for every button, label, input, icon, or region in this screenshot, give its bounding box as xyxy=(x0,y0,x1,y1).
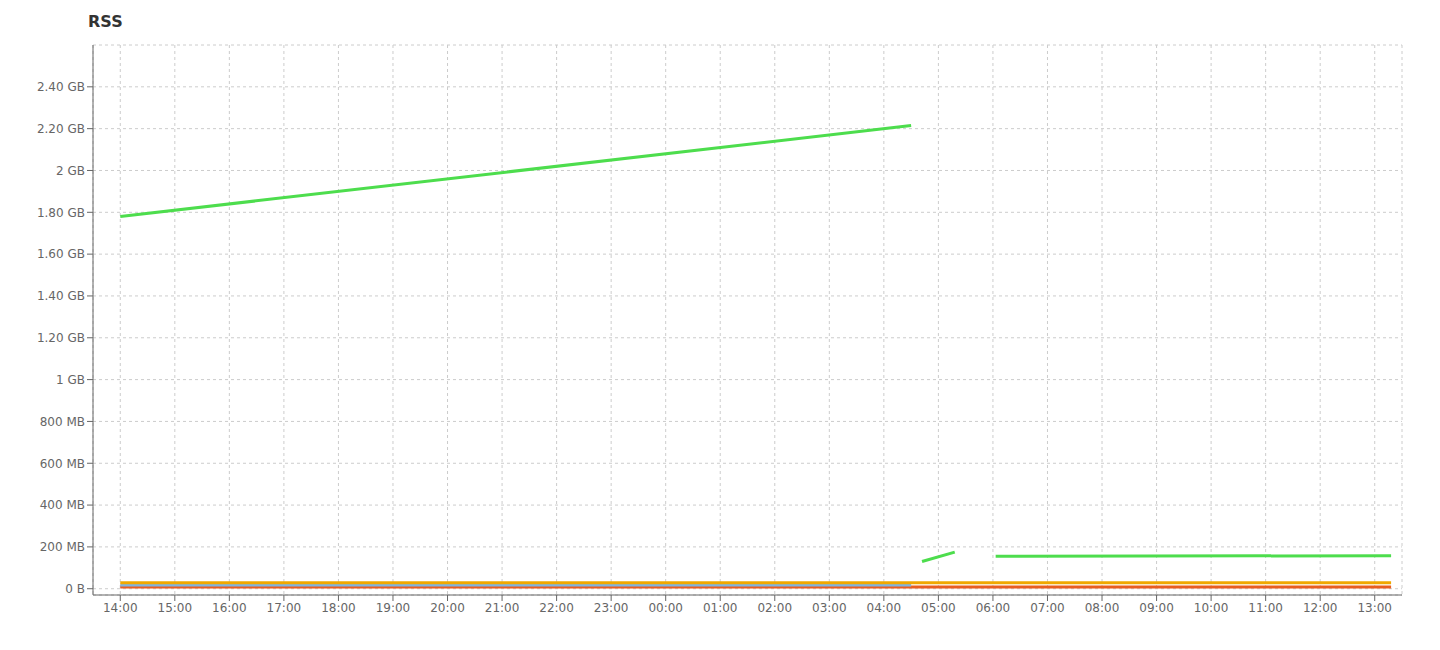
svg-text:14:00: 14:00 xyxy=(103,601,138,615)
svg-text:12:00: 12:00 xyxy=(1303,601,1338,615)
svg-text:0 B: 0 B xyxy=(65,582,85,596)
html-text:RSS: RSS xyxy=(88,12,123,31)
svg-text:08:00: 08:00 xyxy=(1085,601,1120,615)
svg-text:400 MB: 400 MB xyxy=(40,498,85,512)
svg-text:1 GB: 1 GB xyxy=(56,373,85,387)
svg-text:15:00: 15:00 xyxy=(158,601,193,615)
svg-text:2.20 GB: 2.20 GB xyxy=(37,122,85,136)
svg-text:13:00: 13:00 xyxy=(1357,601,1392,615)
svg-text:10:00: 10:00 xyxy=(1194,601,1229,615)
svg-text:07:00: 07:00 xyxy=(1030,601,1065,615)
svg-text:18:00: 18:00 xyxy=(321,601,356,615)
svg-text:1.40 GB: 1.40 GB xyxy=(37,289,85,303)
svg-text:19:00: 19:00 xyxy=(376,601,411,615)
svg-text:02:00: 02:00 xyxy=(757,601,792,615)
svg-text:00:00: 00:00 xyxy=(648,601,683,615)
svg-text:11:00: 11:00 xyxy=(1248,601,1283,615)
svg-text:09:00: 09:00 xyxy=(1139,601,1174,615)
svg-text:21:00: 21:00 xyxy=(485,601,520,615)
svg-text:600 MB: 600 MB xyxy=(40,457,85,471)
svg-text:1.20 GB: 1.20 GB xyxy=(37,331,85,345)
svg-text:01:00: 01:00 xyxy=(703,601,738,615)
svg-text:03:00: 03:00 xyxy=(812,601,847,615)
svg-text:1.60 GB: 1.60 GB xyxy=(37,247,85,261)
svg-text:22:00: 22:00 xyxy=(539,601,574,615)
svg-text:800 MB: 800 MB xyxy=(40,415,85,429)
svg-text:2 GB: 2 GB xyxy=(56,164,85,178)
svg-text:16:00: 16:00 xyxy=(212,601,247,615)
svg-text:17:00: 17:00 xyxy=(267,601,302,615)
svg-text:2.40 GB: 2.40 GB xyxy=(37,80,85,94)
svg-text:05:00: 05:00 xyxy=(921,601,956,615)
svg-text:1.80 GB: 1.80 GB xyxy=(37,206,85,220)
svg-text:06:00: 06:00 xyxy=(976,601,1011,615)
svg-text:23:00: 23:00 xyxy=(594,601,629,615)
svg-text:20:00: 20:00 xyxy=(430,601,465,615)
svg-text:200 MB: 200 MB xyxy=(40,540,85,554)
svg-text:04:00: 04:00 xyxy=(867,601,902,615)
